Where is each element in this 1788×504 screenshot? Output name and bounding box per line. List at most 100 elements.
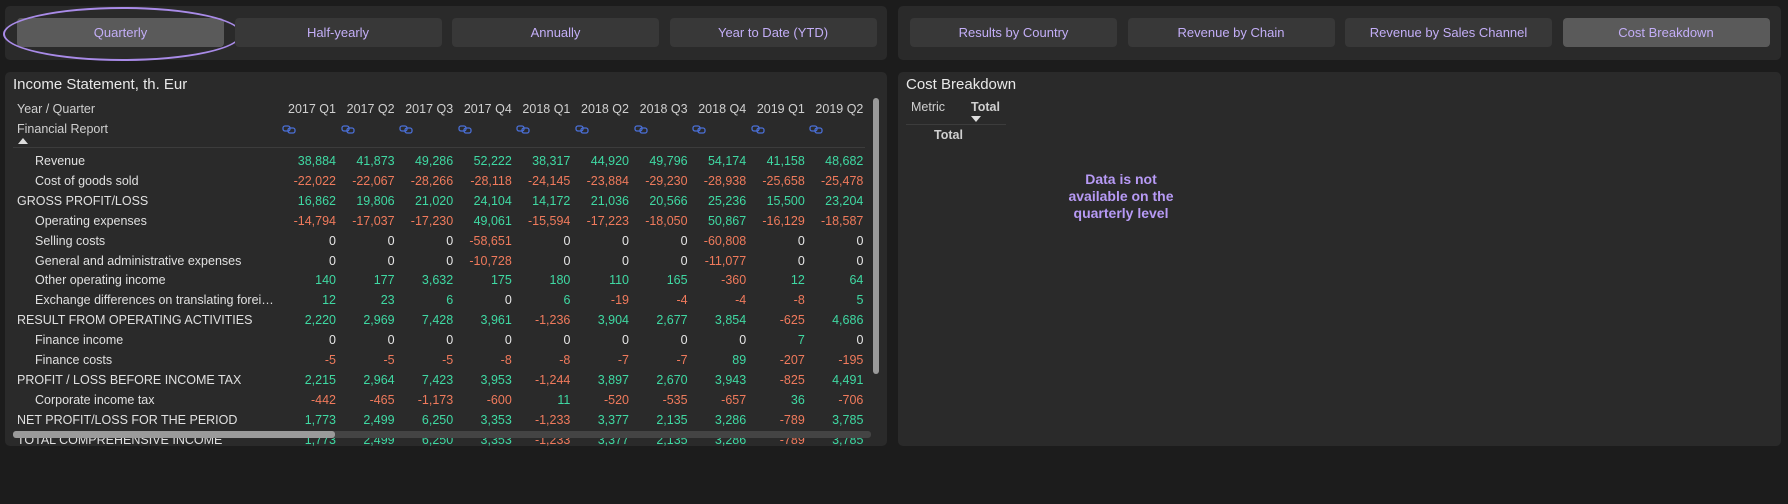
- value-cell: -5: [324, 353, 336, 367]
- value-cell: -207: [779, 353, 805, 367]
- sort-icon: [18, 138, 28, 144]
- link-icon[interactable]: [282, 124, 296, 134]
- row-label: Other operating income: [35, 273, 166, 288]
- value-cell: 165: [666, 273, 688, 288]
- link-icon[interactable]: [575, 124, 589, 134]
- value-cell: 19,806: [356, 193, 395, 208]
- value-cell: 5: [856, 293, 864, 308]
- link-icon[interactable]: [516, 124, 531, 134]
- value-cell: 6: [446, 293, 454, 308]
- value-cell: -657: [721, 392, 747, 407]
- value-cell: -535: [662, 392, 688, 407]
- value-cell: 23,204: [825, 193, 864, 208]
- value-cell: 16,862: [297, 193, 336, 208]
- value-cell: 64: [849, 273, 864, 288]
- value-cell: 6: [563, 293, 571, 308]
- value-cell: -7: [676, 353, 688, 367]
- value-cell: 1,773: [304, 412, 336, 427]
- value-cell: 0: [797, 253, 805, 268]
- h-scrollbar[interactable]: [13, 431, 335, 438]
- row-label: Finance costs: [35, 353, 113, 367]
- value-cell: 2,969: [363, 313, 395, 328]
- sort-icon: [971, 116, 981, 122]
- value-cell: 25,236: [707, 193, 747, 208]
- value-cell: -15,594: [527, 213, 571, 228]
- tab-button[interactable]: Annually: [452, 18, 659, 47]
- column-header: 2018 Q3: [639, 102, 688, 116]
- tab-button[interactable]: Revenue by Chain: [1127, 18, 1335, 47]
- value-cell: 2,499: [363, 412, 395, 427]
- value-cell: -5: [442, 353, 454, 367]
- row-label: Finance income: [35, 333, 124, 348]
- value-cell: 38,317: [532, 154, 571, 168]
- value-cell: -1,173: [417, 392, 454, 407]
- value-cell: 0: [446, 233, 454, 248]
- tab-button[interactable]: Half-yearly: [234, 18, 442, 47]
- table-body: Year / Quarter Financial Report 2017 Q1 2…: [5, 98, 865, 504]
- link-icon[interactable]: [692, 124, 706, 134]
- value-cell: 3,286: [714, 412, 747, 427]
- value-cell: -25,658: [762, 173, 805, 188]
- value-cell: -5: [383, 353, 395, 367]
- value-cell: 3,854: [714, 313, 747, 328]
- value-cell: -29,230: [645, 173, 688, 188]
- value-cell: 38,884: [297, 154, 336, 168]
- value-cell: 12: [322, 293, 336, 308]
- value-cell: 0: [622, 233, 629, 248]
- link-icon[interactable]: [458, 124, 472, 134]
- value-cell: 12: [790, 273, 805, 288]
- value-cell: 54,174: [707, 154, 747, 168]
- v-scrollbar[interactable]: [873, 98, 879, 374]
- no-data-message: Data is not available on the quarterly l…: [1068, 171, 1174, 221]
- header-rule: [13, 147, 865, 148]
- selection-ring: [3, 7, 242, 61]
- value-cell: 0: [329, 333, 336, 348]
- value-cell: -23,884: [586, 173, 629, 188]
- value-cell: -17,223: [586, 213, 629, 228]
- view-panel: Results by Country Revenue by Chain Revenu…: [898, 6, 1781, 60]
- value-cell: 0: [563, 233, 571, 248]
- value-cell: -11,077: [704, 253, 747, 268]
- value-cell: -24,145: [527, 173, 571, 188]
- tab-button[interactable]: Cost Breakdown: [1562, 18, 1770, 47]
- value-cell: -1,233: [534, 412, 571, 427]
- cost-row: Total: [934, 128, 963, 142]
- value-cell: -442: [310, 392, 336, 407]
- column-header: 2018 Q4: [698, 102, 747, 116]
- link-icon[interactable]: [809, 124, 824, 134]
- dashboard: Quarterly Half-yearly Annually Year to Date…: [3, 6, 1781, 447]
- row-label: Corporate income tax: [35, 392, 155, 407]
- value-cell: -22,022: [293, 173, 336, 188]
- value-cell: -706: [838, 392, 864, 407]
- value-cell: -19: [610, 293, 629, 308]
- value-cell: 2,220: [304, 313, 336, 328]
- value-cell: 11: [557, 392, 571, 407]
- value-cell: 2,135: [656, 412, 688, 427]
- tab-button[interactable]: Year to Date (YTD): [669, 18, 877, 47]
- value-cell: -195: [838, 353, 864, 367]
- value-cell: -625: [779, 313, 805, 328]
- column-header: 2018 Q1: [522, 102, 571, 116]
- value-cell: 20,566: [649, 193, 688, 208]
- value-cell: -4: [676, 293, 688, 308]
- value-cell: 0: [856, 333, 864, 348]
- value-cell: 0: [563, 253, 571, 268]
- tab-button[interactable]: Results by Country: [910, 18, 1117, 47]
- row-label: NET PROFIT/LOSS FOR THE PERIOD: [17, 412, 238, 427]
- value-cell: 2,670: [656, 372, 688, 387]
- row-label: Revenue: [35, 154, 86, 168]
- link-icon[interactable]: [399, 124, 413, 134]
- value-cell: 0: [387, 233, 395, 248]
- value-cell: -58,651: [469, 233, 512, 248]
- link-icon[interactable]: [633, 124, 648, 134]
- column-header: 2017 Q2: [346, 102, 395, 116]
- value-cell: 7: [797, 333, 805, 348]
- value-cell: 48,682: [825, 154, 864, 168]
- value-cell: 3,353: [480, 412, 512, 427]
- tab-button[interactable]: Revenue by Sales Channel: [1345, 18, 1552, 47]
- link-icon[interactable]: [340, 124, 355, 134]
- value-cell: -1,236: [534, 313, 571, 328]
- value-cell: 0: [622, 253, 629, 268]
- column-header: 2019 Q1: [756, 102, 805, 116]
- link-icon[interactable]: [751, 124, 765, 134]
